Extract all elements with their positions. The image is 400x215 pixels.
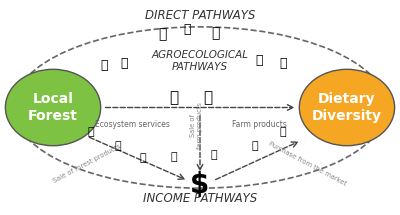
Text: 🍯: 🍯	[88, 127, 94, 137]
Ellipse shape	[299, 69, 395, 146]
Text: 🧺: 🧺	[210, 150, 217, 160]
Text: 🍗: 🍗	[280, 57, 287, 71]
Text: Sale of
farm products: Sale of farm products	[190, 102, 203, 149]
Text: 🍱: 🍱	[279, 127, 286, 137]
Text: Local
Forest: Local Forest	[28, 92, 78, 123]
Text: 🍱: 🍱	[256, 54, 263, 67]
Text: 🧺: 🧺	[252, 141, 258, 151]
Text: Ecosystem services: Ecosystem services	[95, 120, 170, 129]
Text: 💴: 💴	[171, 152, 178, 162]
Text: 🦀: 🦀	[211, 27, 219, 41]
Text: 🔥: 🔥	[120, 57, 128, 71]
Text: Sale of forest products: Sale of forest products	[52, 143, 122, 184]
Text: Farm products: Farm products	[232, 120, 287, 129]
Text: Purchase from the market: Purchase from the market	[268, 141, 347, 187]
Text: Dietary
Diversity: Dietary Diversity	[312, 92, 382, 123]
Text: 🐛: 🐛	[139, 153, 146, 163]
Text: DIRECT PATHWAYS: DIRECT PATHWAYS	[145, 9, 255, 22]
Text: 🐿️: 🐿️	[184, 23, 192, 36]
Text: 🦋: 🦋	[158, 27, 166, 41]
Ellipse shape	[5, 69, 101, 146]
Text: 🌽: 🌽	[170, 91, 179, 105]
Text: 🍒: 🍒	[114, 141, 121, 151]
Text: 🐝: 🐝	[100, 58, 108, 72]
Text: AGROECOLOGICAL
PATHWAYS: AGROECOLOGICAL PATHWAYS	[152, 50, 248, 72]
Text: INCOME PATHWAYS: INCOME PATHWAYS	[143, 192, 257, 205]
Text: $: $	[190, 171, 210, 199]
Text: 🐄: 🐄	[203, 91, 212, 105]
